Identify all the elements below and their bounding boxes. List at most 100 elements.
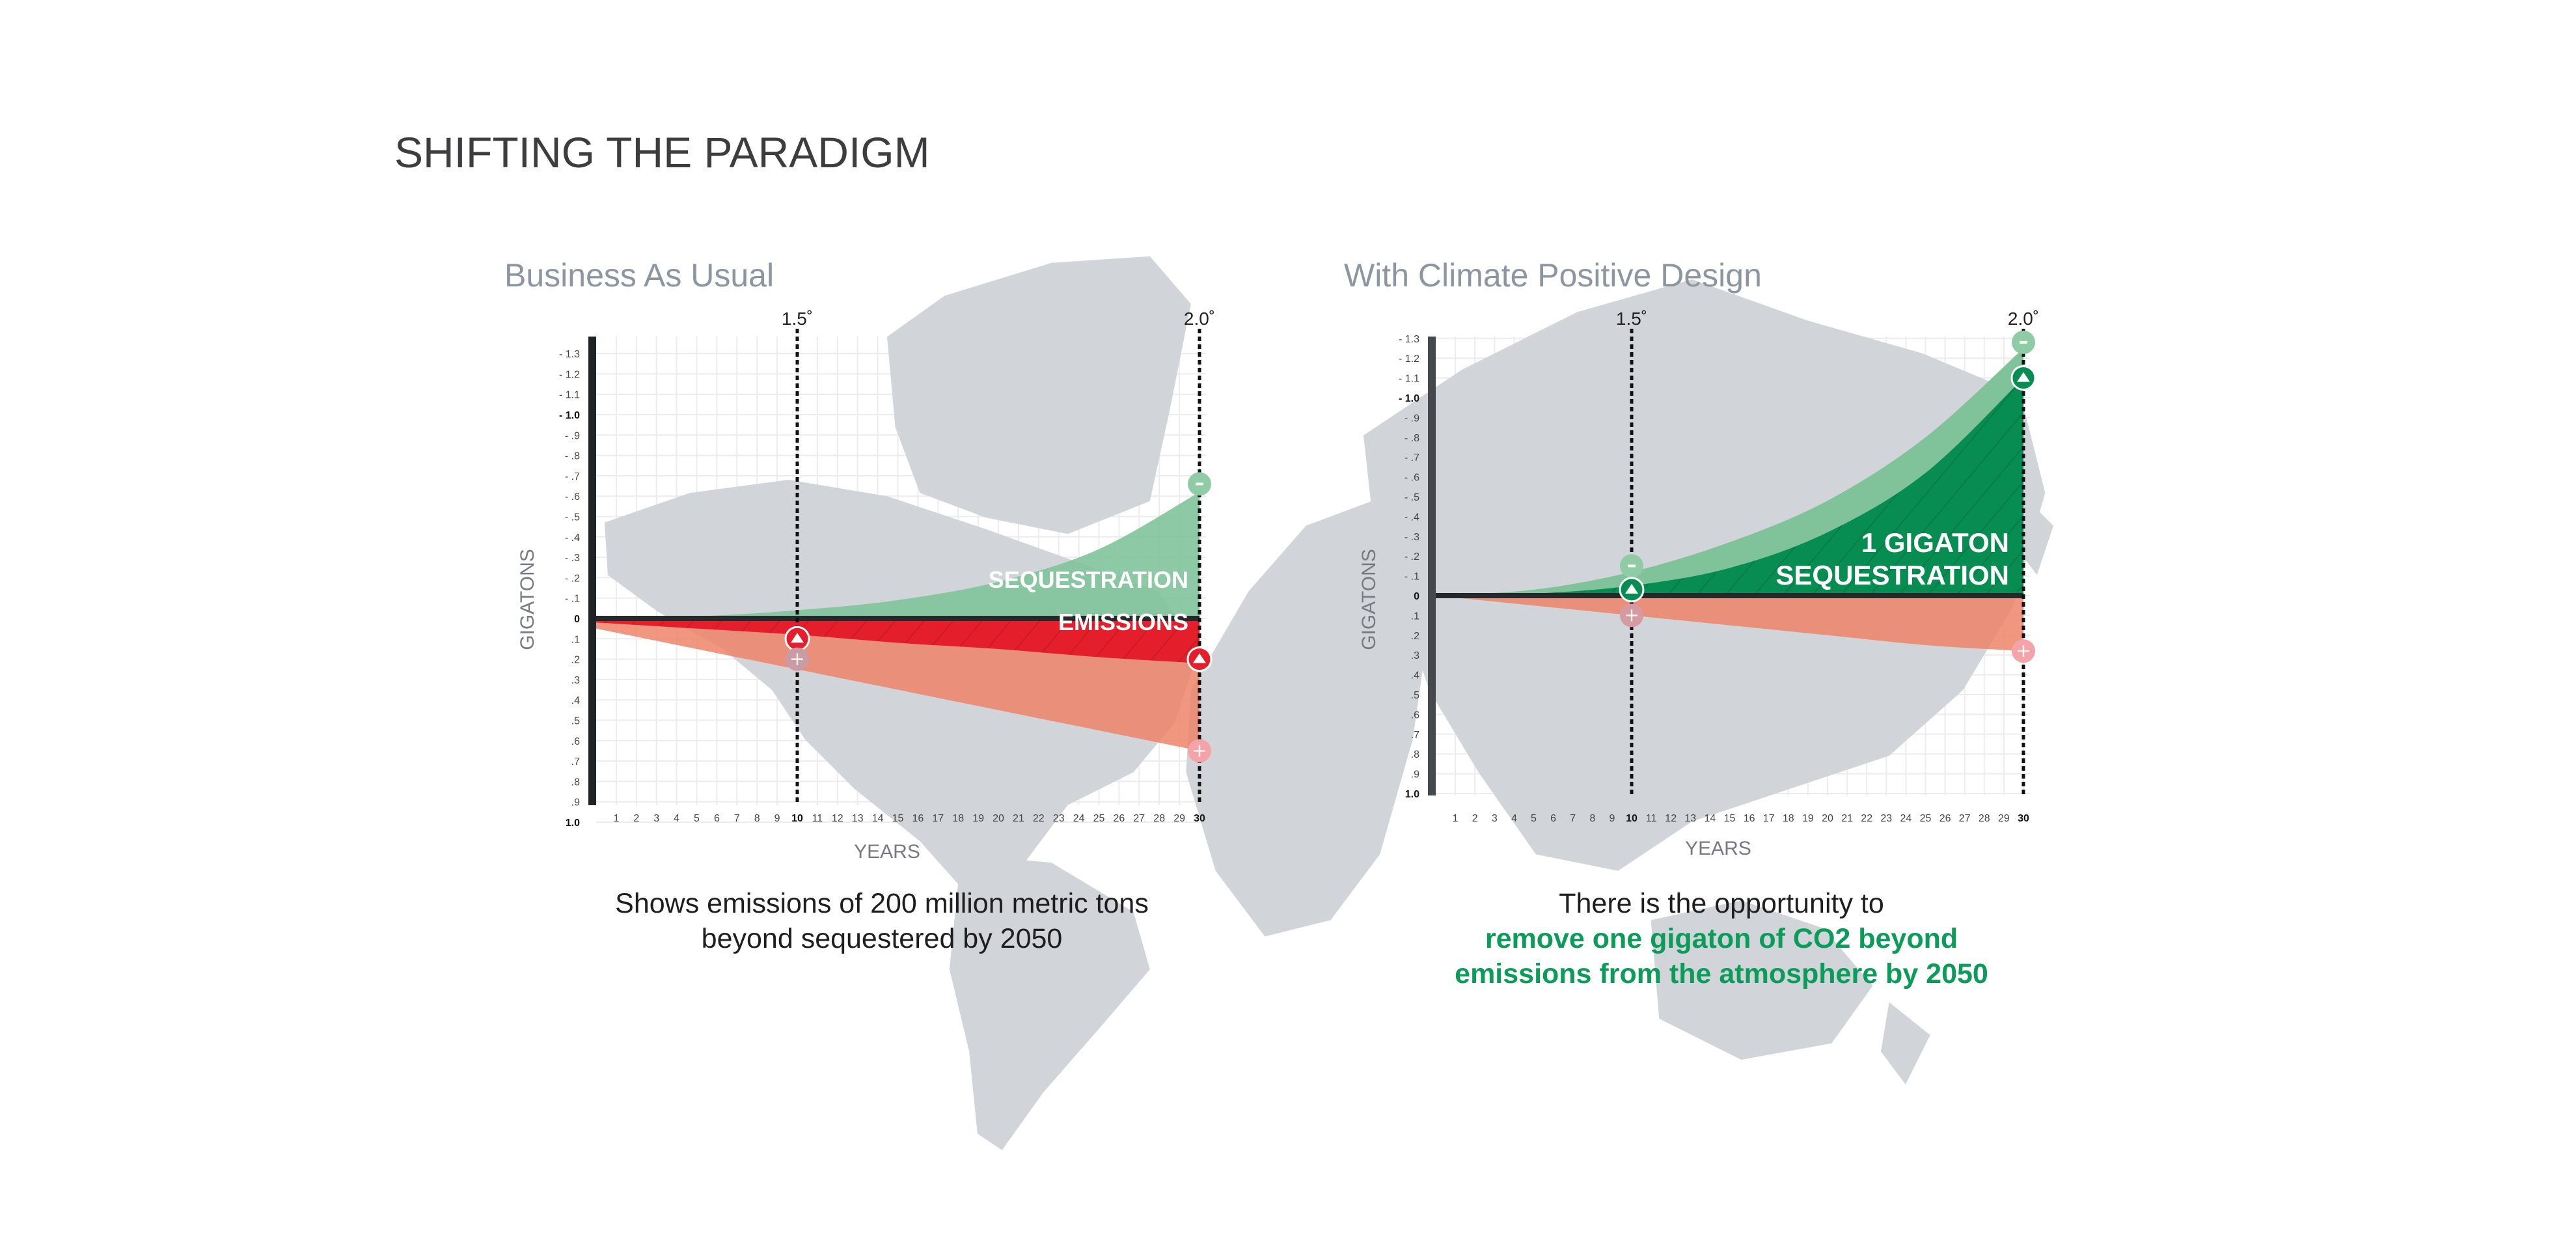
x-tick-label: 3 [1492,813,1498,824]
x-tick-label: 17 [1763,813,1775,824]
x-tick-label: 17 [932,813,944,824]
x-tick-label: 4 [1511,813,1517,824]
y-tick-label: 1.0 [1405,789,1419,800]
marker-triangle-icon [2010,365,2036,391]
y-tick-label: - .5 [1404,492,1419,503]
y-tick-label: .5 [571,716,580,727]
map-europe-africa [1186,501,1429,937]
y-tick-label: - .8 [1404,433,1419,444]
x-tick-label: 16 [1744,813,1755,824]
y-tick-label: .3 [1411,650,1419,661]
map-south-america [949,854,1150,1150]
x-tick-label: 14 [872,813,884,824]
marker-minus-icon [2012,330,2035,354]
chart-layer: 1.5˚ 2.0˚ - 1.3 - 1.2 - 1.1 - 1.0 - .9 - .8 - .7… [517,309,2039,863]
x-axis-title: YEARS [1685,838,1751,859]
x-tick-label: 21 [1841,813,1853,824]
y-tick-label: .3 [571,675,580,686]
y-tick-label: - .7 [1404,452,1419,463]
marker-triangle-icon [784,626,810,652]
y-tick-label: - .4 [565,532,580,544]
x-tick-label: 5 [694,813,700,824]
x-tick-label: 23 [1880,813,1892,824]
right-caption-highlight-2: emissions from the atmosphere by 2050 [1455,958,1988,989]
x-tick-label: 9 [774,813,780,824]
series-label-sequestration: SEQUESTRATION [989,566,1188,593]
x-tick-label: 25 [1920,813,1932,824]
y-tick-label: .8 [1411,749,1419,760]
x-tick-label: 28 [1153,813,1165,824]
marker-plus-icon [786,647,809,671]
y-tick-label: .4 [571,695,580,706]
y-tick-label: - 1.1 [559,390,580,401]
reference-label: 1.5˚ [782,309,813,329]
y-tick-label: - 1.2 [559,369,580,380]
marker-plus-icon [2012,639,2035,663]
x-tick-label: 9 [1609,813,1615,824]
x-tick-label: 8 [754,813,760,824]
left-caption-line-2: beyond sequestered by 2050 [702,923,1063,954]
area-projected [1436,596,2023,652]
x-tick-label: 6 [714,813,720,824]
x-tick-label: 15 [892,813,904,824]
area-sequestration [596,491,1199,618]
marker-plus-icon [1188,739,1211,763]
y-tick-label: - .3 [1404,532,1419,543]
y-tick-label: - 1.2 [1399,353,1419,365]
x-tick-label: 24 [1073,813,1085,824]
right-caption-highlight-1: remove one gigaton of CO2 beyond [1485,923,1958,954]
y-tick-label: - 1.3 [1399,334,1419,345]
marker-plus-icon [1620,603,1643,628]
y-tick-label: - .9 [1404,413,1419,424]
y-tick-label: 0 [574,614,580,625]
y-tick-label: .8 [571,777,580,788]
x-tick-label: 30 [2018,813,2029,824]
y-tick-label: - 1.1 [1399,374,1419,385]
y-tick-label: .6 [1411,710,1419,721]
y-tick-label: - .4 [1404,512,1419,523]
x-tick-label: 10 [791,813,803,824]
x-tick-label: 16 [912,813,924,824]
area-emissions-hatch [596,618,1199,663]
x-tick-label: 5 [1531,813,1537,824]
marker-minus-icon [1188,472,1211,496]
x-tick-label: 19 [972,813,984,824]
x-tick-label: 22 [1033,813,1045,824]
x-tick-label: 24 [1900,813,1912,824]
x-tick-label: 20 [993,813,1004,824]
x-tick-label: 12 [832,813,843,824]
reference-label: 2.0˚ [2008,309,2039,329]
marker-triangle-icon [1186,646,1213,672]
x-tick-label: 13 [852,813,864,824]
x-tick-label: 1 [1453,813,1459,824]
y-tick-label: .2 [1411,631,1419,642]
x-tick-label: 29 [1998,813,2010,824]
x-tick-label: 21 [1013,813,1024,824]
x-tick-label: 10 [1626,813,1637,824]
world-map-background [604,256,2053,1150]
marker-triangle-icon [1619,577,1645,603]
y-tick-label: - .1 [565,594,580,605]
x-tick-label: 2 [633,813,639,824]
x-tick-label: 20 [1822,813,1833,824]
x-tick-label: 4 [674,813,679,824]
x-tick-label: 28 [1979,813,1990,824]
y-tick-label: 0 [1414,591,1419,602]
y-tick-label: - 1.0 [559,410,580,421]
y-tick-label: .5 [1411,690,1419,701]
x-tick-label: 11 [1646,813,1657,824]
x-tick-label: 2 [1472,813,1478,824]
map-islands [1880,493,2053,1084]
x-tick-label: 7 [734,813,740,824]
x-tick-label: 26 [1939,813,1951,824]
y-tick-label: - .9 [565,430,580,441]
y-tick-label: 1.0 [566,818,580,829]
x-tick-label: 19 [1802,813,1814,824]
y-tick-label: - 1.0 [1399,393,1419,404]
y-tick-label: .2 [571,655,580,666]
x-axis-title: YEARS [854,841,920,863]
y-tick-label: .6 [571,736,580,747]
y-tick-label: - 1.3 [559,349,580,360]
y-tick-label: .4 [1411,670,1419,682]
